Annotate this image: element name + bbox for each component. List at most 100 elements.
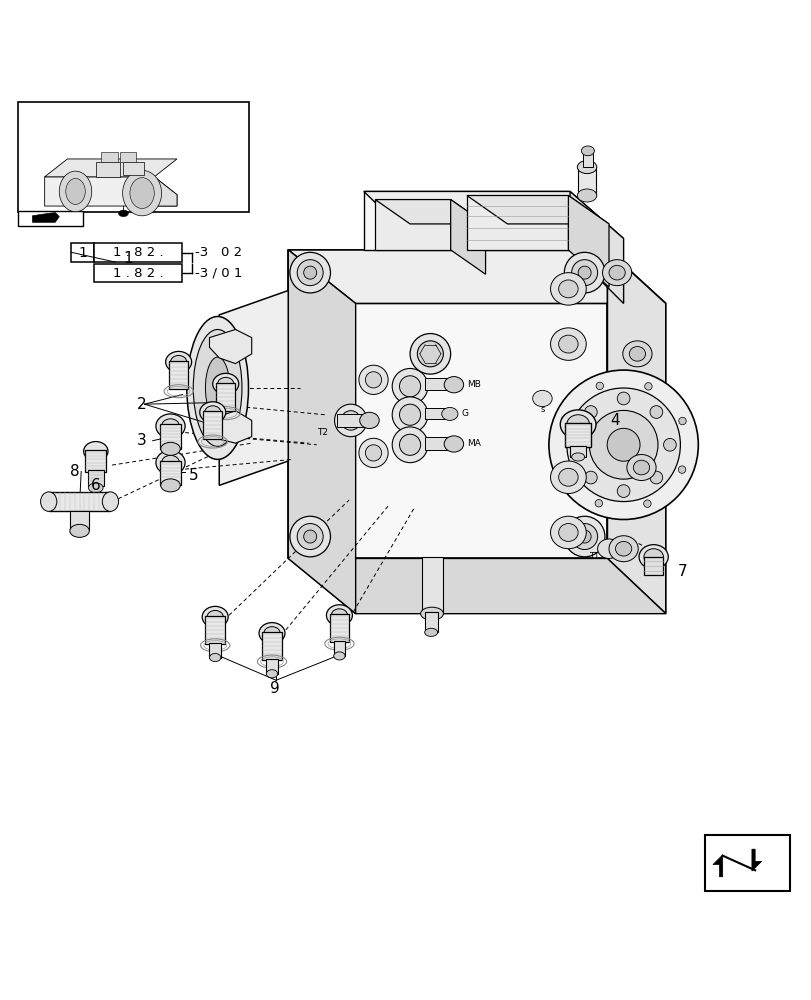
Ellipse shape: [560, 410, 595, 439]
Bar: [266, 659, 277, 674]
Ellipse shape: [638, 545, 667, 569]
Ellipse shape: [558, 280, 577, 298]
Ellipse shape: [550, 461, 586, 494]
Ellipse shape: [643, 549, 663, 565]
Ellipse shape: [608, 536, 637, 562]
Ellipse shape: [677, 466, 685, 473]
Ellipse shape: [577, 530, 590, 543]
Ellipse shape: [566, 415, 589, 434]
Ellipse shape: [616, 392, 629, 405]
Bar: [70, 511, 89, 530]
Ellipse shape: [615, 541, 631, 556]
Polygon shape: [466, 196, 608, 224]
Ellipse shape: [358, 438, 388, 468]
Polygon shape: [375, 200, 450, 250]
Ellipse shape: [207, 610, 223, 623]
Bar: [49, 492, 110, 511]
Text: -3   0 2: -3 0 2: [195, 246, 242, 259]
Bar: [329, 614, 349, 642]
Bar: [425, 612, 437, 632]
Ellipse shape: [41, 492, 57, 511]
Bar: [160, 461, 181, 485]
Text: 1: 1: [123, 251, 133, 266]
Ellipse shape: [290, 516, 330, 557]
Ellipse shape: [333, 652, 345, 660]
Ellipse shape: [577, 161, 596, 174]
Ellipse shape: [205, 357, 230, 419]
Ellipse shape: [566, 388, 680, 502]
Ellipse shape: [326, 605, 352, 626]
Text: G: G: [461, 409, 468, 418]
Ellipse shape: [392, 397, 427, 433]
Ellipse shape: [581, 146, 594, 156]
Ellipse shape: [595, 382, 603, 390]
Bar: [564, 423, 590, 447]
Text: MB: MB: [466, 380, 480, 389]
Text: -3 / 0 1: -3 / 0 1: [195, 267, 242, 280]
Text: T2: T2: [316, 428, 328, 437]
Polygon shape: [466, 196, 568, 250]
Ellipse shape: [297, 260, 323, 286]
Ellipse shape: [444, 377, 463, 393]
Ellipse shape: [297, 524, 323, 550]
Ellipse shape: [584, 406, 596, 418]
Ellipse shape: [564, 252, 604, 293]
Ellipse shape: [560, 416, 569, 424]
Ellipse shape: [410, 334, 450, 374]
Ellipse shape: [607, 428, 639, 461]
Ellipse shape: [548, 370, 697, 519]
Ellipse shape: [399, 404, 420, 425]
Ellipse shape: [560, 465, 568, 472]
Polygon shape: [288, 250, 607, 558]
Text: 9: 9: [269, 681, 279, 696]
Ellipse shape: [558, 524, 577, 541]
Ellipse shape: [334, 404, 367, 437]
Ellipse shape: [577, 189, 596, 202]
Ellipse shape: [161, 455, 179, 470]
Polygon shape: [45, 159, 177, 177]
Bar: [18, 102, 249, 212]
Ellipse shape: [365, 445, 381, 461]
Ellipse shape: [550, 273, 586, 305]
Ellipse shape: [633, 460, 649, 475]
Bar: [101, 152, 118, 162]
Ellipse shape: [644, 383, 651, 390]
Ellipse shape: [118, 210, 128, 217]
Ellipse shape: [161, 442, 180, 455]
Bar: [337, 414, 369, 427]
Ellipse shape: [358, 365, 388, 394]
Bar: [425, 378, 453, 390]
Text: 7: 7: [676, 564, 686, 579]
Ellipse shape: [165, 351, 191, 373]
Ellipse shape: [84, 442, 108, 461]
Ellipse shape: [331, 609, 347, 622]
Ellipse shape: [589, 410, 657, 479]
Text: MA: MA: [466, 439, 480, 448]
Ellipse shape: [209, 653, 221, 662]
Ellipse shape: [212, 373, 238, 394]
Ellipse shape: [264, 627, 280, 640]
Ellipse shape: [564, 516, 604, 557]
Ellipse shape: [156, 414, 185, 438]
Ellipse shape: [420, 607, 443, 620]
Ellipse shape: [650, 406, 662, 418]
Text: 1 . 8 2 .: 1 . 8 2 .: [113, 267, 163, 280]
Ellipse shape: [616, 485, 629, 497]
Ellipse shape: [650, 471, 662, 484]
Bar: [123, 162, 144, 175]
Polygon shape: [154, 177, 177, 206]
Bar: [577, 167, 595, 196]
Bar: [203, 411, 222, 439]
Ellipse shape: [202, 606, 228, 627]
Ellipse shape: [532, 390, 551, 407]
Polygon shape: [219, 291, 288, 485]
Bar: [216, 383, 235, 411]
Ellipse shape: [571, 453, 584, 461]
Bar: [94, 264, 182, 282]
Ellipse shape: [424, 628, 437, 636]
Ellipse shape: [570, 438, 583, 451]
Bar: [94, 243, 182, 262]
Ellipse shape: [161, 419, 179, 433]
Ellipse shape: [303, 266, 316, 279]
Ellipse shape: [59, 171, 92, 212]
